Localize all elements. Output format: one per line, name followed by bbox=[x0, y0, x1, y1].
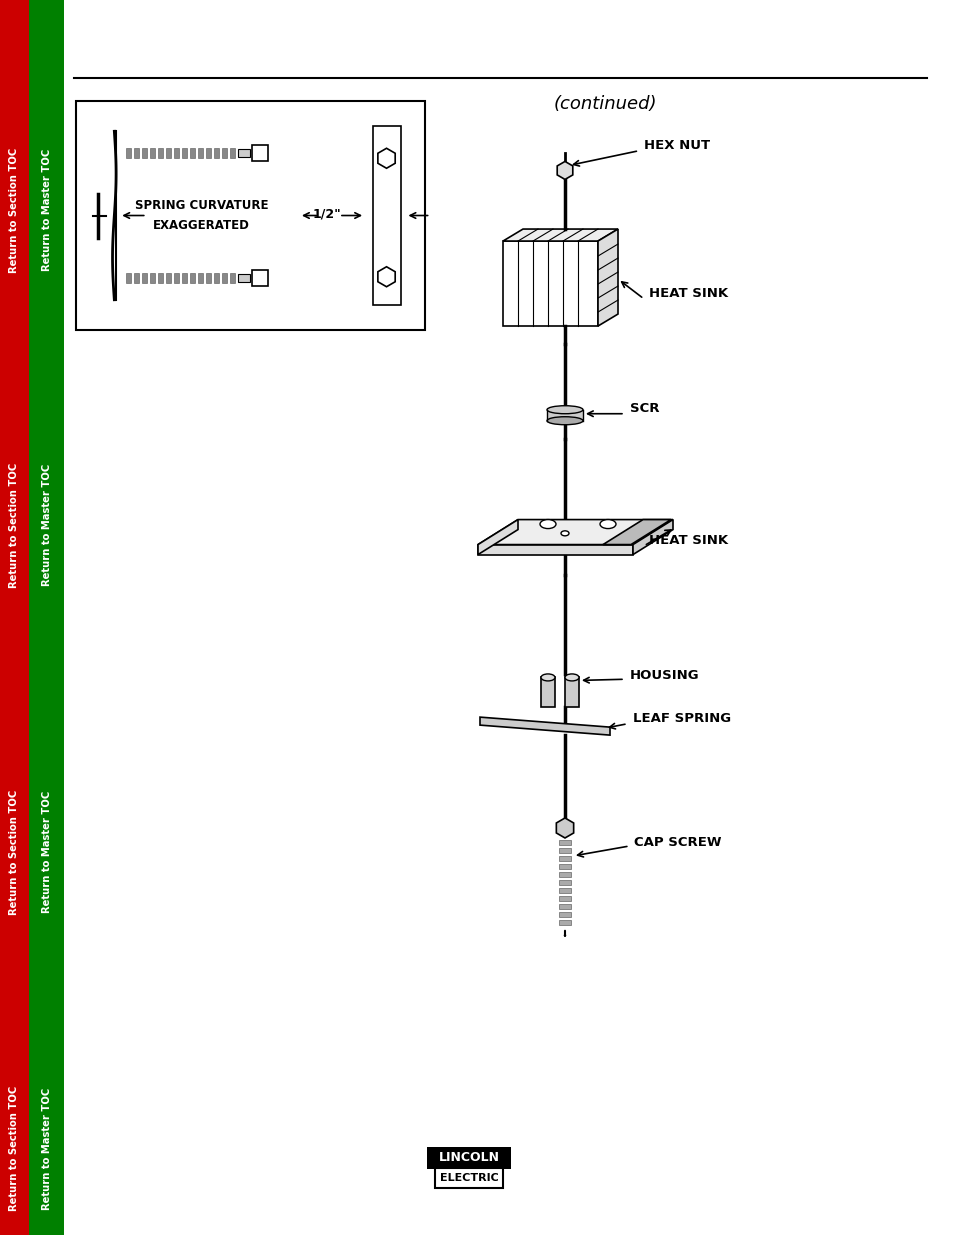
Text: (continued): (continued) bbox=[554, 95, 657, 112]
Polygon shape bbox=[602, 520, 670, 545]
Bar bbox=[230, 273, 235, 283]
Polygon shape bbox=[479, 718, 609, 735]
Text: Return to Section TOC: Return to Section TOC bbox=[10, 147, 19, 273]
Text: SCR: SCR bbox=[629, 403, 659, 415]
Text: LINCOLN: LINCOLN bbox=[438, 1151, 499, 1165]
Bar bbox=[558, 848, 571, 853]
Bar bbox=[558, 864, 571, 869]
Ellipse shape bbox=[599, 520, 616, 529]
Bar bbox=[214, 148, 219, 158]
Bar bbox=[558, 904, 571, 909]
Polygon shape bbox=[477, 520, 517, 555]
Bar bbox=[558, 888, 571, 893]
Bar bbox=[0, 0, 29, 1235]
Bar bbox=[134, 273, 139, 283]
Polygon shape bbox=[598, 228, 618, 326]
Text: LEAF SPRING: LEAF SPRING bbox=[632, 713, 730, 725]
Bar bbox=[29, 0, 64, 1235]
Bar bbox=[126, 148, 132, 158]
Text: Return to Master TOC: Return to Master TOC bbox=[42, 149, 51, 270]
Bar bbox=[158, 273, 163, 283]
Polygon shape bbox=[633, 520, 672, 555]
Bar bbox=[546, 410, 582, 421]
Bar bbox=[190, 148, 195, 158]
Text: Return to Section TOC: Return to Section TOC bbox=[10, 462, 19, 588]
Bar bbox=[558, 911, 571, 916]
Bar bbox=[174, 148, 179, 158]
Bar bbox=[558, 895, 571, 902]
Bar bbox=[230, 148, 235, 158]
Text: EXAGGERATED: EXAGGERATED bbox=[153, 219, 250, 232]
Bar bbox=[182, 273, 187, 283]
Bar bbox=[206, 273, 212, 283]
Polygon shape bbox=[502, 228, 618, 241]
Polygon shape bbox=[477, 545, 633, 555]
Polygon shape bbox=[556, 818, 573, 839]
Text: Return to Master TOC: Return to Master TOC bbox=[42, 1088, 51, 1209]
Bar bbox=[142, 148, 147, 158]
Text: ELECTRIC: ELECTRIC bbox=[439, 1173, 498, 1183]
Polygon shape bbox=[502, 241, 598, 326]
Bar bbox=[182, 148, 187, 158]
Bar bbox=[427, 1147, 511, 1168]
Polygon shape bbox=[377, 267, 395, 287]
Bar bbox=[151, 273, 155, 283]
Ellipse shape bbox=[560, 531, 568, 536]
Text: Return to Section TOC: Return to Section TOC bbox=[10, 1086, 19, 1212]
Bar bbox=[166, 273, 172, 283]
Text: SPRING CURVATURE: SPRING CURVATURE bbox=[134, 199, 268, 212]
Bar bbox=[238, 274, 250, 282]
Bar bbox=[558, 840, 571, 845]
Text: HEAT SINK: HEAT SINK bbox=[648, 288, 727, 300]
Bar bbox=[206, 148, 212, 158]
Bar bbox=[252, 146, 268, 162]
Bar bbox=[174, 273, 179, 283]
Bar bbox=[252, 269, 268, 285]
Text: Return to Master TOC: Return to Master TOC bbox=[42, 792, 51, 913]
Ellipse shape bbox=[540, 674, 555, 680]
Bar bbox=[151, 148, 155, 158]
Bar bbox=[435, 1168, 503, 1188]
Polygon shape bbox=[377, 148, 395, 168]
Bar bbox=[558, 920, 571, 925]
Polygon shape bbox=[557, 162, 572, 179]
Bar bbox=[158, 148, 163, 158]
Text: HOUSING: HOUSING bbox=[629, 669, 699, 682]
Bar bbox=[238, 149, 250, 157]
Ellipse shape bbox=[564, 674, 578, 680]
Bar bbox=[166, 148, 172, 158]
Polygon shape bbox=[477, 520, 672, 545]
Bar bbox=[198, 273, 203, 283]
Bar bbox=[134, 148, 139, 158]
Bar bbox=[126, 273, 132, 283]
Bar bbox=[564, 678, 578, 708]
Ellipse shape bbox=[546, 416, 582, 425]
Bar bbox=[214, 273, 219, 283]
Text: Return to Section TOC: Return to Section TOC bbox=[10, 789, 19, 915]
Bar bbox=[372, 126, 400, 305]
Bar bbox=[198, 148, 203, 158]
Text: HEX NUT: HEX NUT bbox=[643, 140, 709, 152]
Bar bbox=[222, 148, 227, 158]
Text: Return to Master TOC: Return to Master TOC bbox=[42, 464, 51, 585]
Ellipse shape bbox=[546, 406, 582, 414]
Bar bbox=[558, 872, 571, 877]
Bar bbox=[142, 273, 147, 283]
Bar bbox=[222, 273, 227, 283]
Bar bbox=[540, 678, 555, 708]
Bar bbox=[190, 273, 195, 283]
Text: HEAT SINK: HEAT SINK bbox=[648, 535, 727, 547]
Bar bbox=[558, 881, 571, 885]
Text: CAP SCREW: CAP SCREW bbox=[634, 836, 721, 848]
Text: 1/2": 1/2" bbox=[313, 207, 341, 220]
Bar bbox=[76, 101, 424, 330]
Bar bbox=[558, 856, 571, 861]
Ellipse shape bbox=[539, 520, 556, 529]
